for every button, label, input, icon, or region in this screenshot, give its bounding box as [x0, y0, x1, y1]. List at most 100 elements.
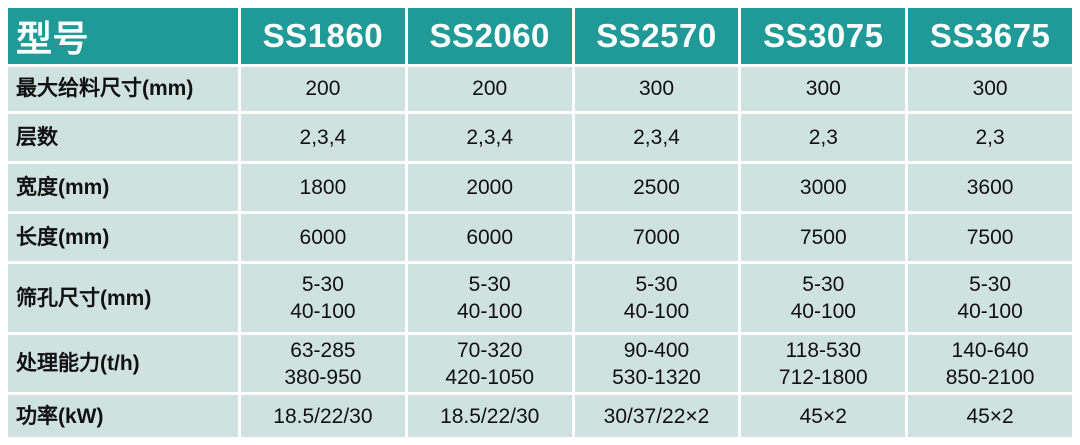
table-cell: 2,3 [908, 113, 1072, 162]
table-cell: 2,3 [741, 113, 906, 162]
table-cell: 18.5/22/30 [407, 395, 572, 437]
cell-value: 6000 [466, 225, 514, 249]
cell-value: 40-100 [623, 300, 690, 324]
header-model-label: 型号 [8, 8, 238, 64]
cell-value: 18.5/22/30 [273, 404, 373, 428]
table-cell: 7500 [741, 214, 906, 261]
table-cell: 300 [741, 67, 906, 111]
cell-value: 40-100 [457, 300, 523, 324]
cell-value: 3000 [799, 176, 847, 200]
row-label: 宽度(mm) [8, 164, 238, 212]
cell-value: 63-285 [290, 338, 356, 362]
row-label: 长度(mm) [8, 214, 238, 261]
table-cell: 30/37/22×2 [574, 395, 739, 437]
table-cell: 6000 [407, 214, 572, 261]
table-cell: 7000 [574, 214, 739, 261]
table-cell: 5-30 40-100 [241, 263, 405, 333]
table-row: 层数 2,3,4 2,3,4 2,3,4 2,3 2,3 [8, 113, 1072, 162]
cell-value: 140-640 [951, 338, 1029, 362]
cell-value: 530-1320 [612, 365, 701, 389]
table-cell: 5-30 40-100 [574, 263, 739, 333]
cell-value: 2,3 [975, 125, 1005, 149]
table-cell: 5-30 40-100 [407, 263, 572, 333]
table-row: 长度(mm) 6000 6000 7000 7500 7500 [8, 214, 1072, 261]
header-model-ss2060: SS2060 [407, 8, 572, 64]
cell-value: 45×2 [799, 404, 847, 428]
table-cell: 5-30 40-100 [741, 263, 906, 333]
table-cell: 300 [908, 67, 1072, 111]
cell-value: 7500 [799, 225, 847, 249]
table-cell: 90-400 530-1320 [574, 335, 739, 393]
table-cell: 6000 [241, 214, 405, 261]
header-model-ss3075: SS3075 [741, 8, 906, 64]
table-cell: 200 [407, 67, 572, 111]
table-cell: 45×2 [741, 395, 906, 437]
row-label: 筛孔尺寸(mm) [8, 263, 238, 333]
cell-value: 18.5/22/30 [440, 404, 540, 428]
cell-value: 712-1800 [778, 365, 868, 389]
table-cell: 2,3,4 [574, 113, 739, 162]
cell-value: 40-100 [957, 300, 1023, 324]
cell-value: 5-30 [635, 273, 678, 297]
table-row: 宽度(mm) 1800 2000 2500 3000 3600 [8, 164, 1072, 212]
table-cell: 18.5/22/30 [241, 395, 405, 437]
header-model-ss2570: SS2570 [574, 8, 739, 64]
cell-value: 200 [472, 77, 508, 101]
cell-value: 2500 [633, 176, 680, 200]
table-cell: 3000 [741, 164, 906, 212]
cell-value: 118-530 [785, 338, 862, 362]
header-model-ss3675: SS3675 [908, 8, 1072, 64]
cell-value: 2000 [466, 176, 514, 200]
cell-value: 300 [638, 77, 675, 101]
table-cell: 3600 [908, 164, 1072, 212]
row-label: 最大给料尺寸(mm) [8, 67, 238, 111]
cell-value: 2,3,4 [466, 125, 514, 149]
cell-value: 1800 [299, 176, 347, 200]
cell-value: 40-100 [790, 300, 856, 324]
cell-value: 6000 [299, 225, 347, 249]
cell-value: 5-30 [802, 273, 845, 297]
cell-value: 5-30 [301, 273, 344, 297]
cell-value: 45×2 [966, 404, 1014, 428]
table-cell: 70-320 420-1050 [407, 335, 572, 393]
table-cell: 140-640 850-2100 [908, 335, 1072, 393]
header-row: 型号 SS1860 SS2060 SS2570 SS3075 SS3675 [8, 8, 1072, 64]
table-cell: 2500 [574, 164, 739, 212]
cell-value: 90-400 [623, 338, 690, 362]
table-cell: 118-530 712-1800 [741, 335, 906, 393]
table-cell: 300 [574, 67, 739, 111]
cell-value: 40-100 [290, 300, 356, 324]
spec-table: 型号 SS1860 SS2060 SS2570 SS3075 SS3675 最大… [5, 5, 1075, 440]
cell-value: 7500 [966, 225, 1014, 249]
cell-value: 5-30 [468, 273, 511, 297]
cell-value: 30/37/22×2 [603, 404, 710, 428]
cell-value: 2,3 [808, 125, 838, 149]
cell-value: 380-950 [284, 365, 362, 389]
header-model-ss1860: SS1860 [241, 8, 405, 64]
cell-value: 70-320 [457, 338, 523, 362]
cell-value: 2,3,4 [299, 125, 347, 149]
table-cell: 7500 [908, 214, 1072, 261]
table-row: 处理能力(t/h) 63-285 380-950 70-320 420-1050 90-4… [8, 335, 1072, 393]
cell-value: 300 [972, 77, 1008, 101]
row-label: 层数 [8, 113, 238, 162]
cell-value: 300 [805, 77, 841, 101]
table-cell: 45×2 [908, 395, 1072, 437]
table-cell: 5-30 40-100 [908, 263, 1072, 333]
table-cell: 63-285 380-950 [241, 335, 405, 393]
table-row: 筛孔尺寸(mm) 5-30 40-100 5-30 40-100 5-30 40-100 5-… [8, 263, 1072, 333]
table-cell: 2000 [407, 164, 572, 212]
table-cell: 2,3,4 [407, 113, 572, 162]
cell-value: 200 [305, 77, 341, 101]
table-cell: 200 [241, 67, 405, 111]
cell-value: 420-1050 [445, 365, 535, 389]
row-label: 处理能力(t/h) [8, 335, 238, 393]
table-cell: 1800 [241, 164, 405, 212]
table-row: 最大给料尺寸(mm) 200 200 300 300 300 [8, 67, 1072, 111]
cell-value: 3600 [966, 176, 1014, 200]
cell-value: 850-2100 [945, 365, 1035, 389]
cell-value: 7000 [633, 225, 680, 249]
table-cell: 2,3,4 [241, 113, 405, 162]
cell-value: 5-30 [969, 273, 1012, 297]
row-label: 功率(kW) [8, 395, 238, 437]
